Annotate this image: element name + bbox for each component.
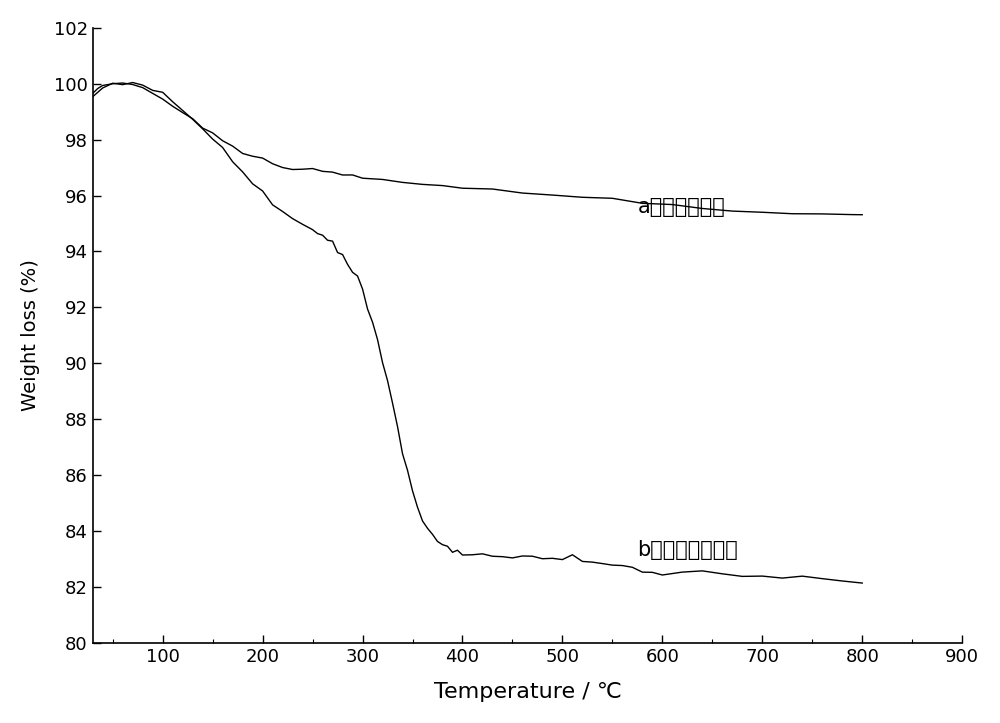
Text: b接枝改性粉煤灰: b接枝改性粉煤灰 xyxy=(637,540,738,560)
Y-axis label: Weight loss (%): Weight loss (%) xyxy=(21,260,40,411)
X-axis label: Temperature / ℃: Temperature / ℃ xyxy=(434,683,621,702)
Text: a羟基化粉煤灰: a羟基化粉煤灰 xyxy=(637,197,725,217)
